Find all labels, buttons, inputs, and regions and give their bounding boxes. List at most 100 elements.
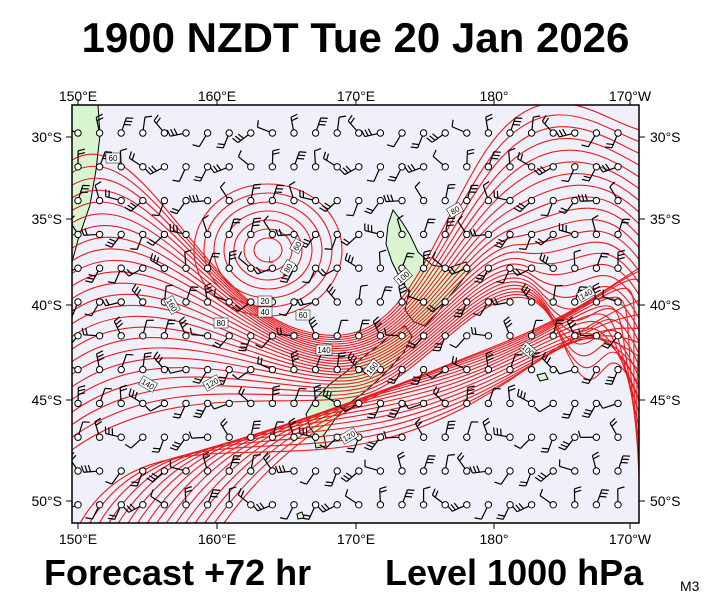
wind-barb <box>419 218 436 239</box>
wind-barb <box>591 451 601 475</box>
wind-barb <box>426 129 449 143</box>
wind-barb <box>203 252 221 272</box>
pressure-isoline <box>72 184 639 352</box>
wind-barb <box>72 501 82 509</box>
wind-barb <box>160 319 176 340</box>
wind-barb <box>602 289 622 306</box>
wind-barb <box>344 252 363 272</box>
wind-barb <box>506 147 516 171</box>
wind-barb <box>146 230 169 246</box>
wind-barb <box>604 365 622 385</box>
wind-barb <box>311 117 328 137</box>
wind-barb <box>431 488 449 509</box>
wind-barb <box>496 264 514 284</box>
wind-barb <box>447 501 471 512</box>
wind-barb <box>527 319 543 340</box>
low-ring-isoline <box>253 237 283 263</box>
wind-barb <box>581 129 601 148</box>
wind-barb <box>540 433 557 453</box>
wind-barb <box>364 196 385 215</box>
wind-barb <box>128 388 147 408</box>
wind-barb <box>104 426 125 441</box>
pressure-isoline <box>72 114 639 339</box>
wind-barb <box>188 431 212 441</box>
wind-barb <box>290 113 299 137</box>
wind-barb <box>463 184 479 205</box>
wind-barb <box>130 467 147 487</box>
wind-barb <box>494 230 514 249</box>
wind-barb <box>506 117 523 137</box>
wind-barb <box>592 252 609 272</box>
wind-barb <box>170 196 190 215</box>
wind-barb <box>387 399 406 419</box>
wind-barb <box>469 228 493 239</box>
wind-barb <box>247 183 261 205</box>
wind-barb <box>209 163 233 174</box>
wind-barb <box>225 250 237 272</box>
wind-barb <box>117 117 134 137</box>
wind-barb <box>238 251 255 272</box>
contour-label: 80 <box>446 201 464 219</box>
model-code: M3 <box>680 578 700 594</box>
wind-barb <box>225 486 237 509</box>
wind-barb <box>225 218 241 239</box>
wind-barb <box>463 421 479 441</box>
wind-barb <box>247 454 261 475</box>
wind-barb <box>150 253 169 272</box>
pressure-isoline <box>165 313 639 523</box>
wind-barb <box>404 399 428 410</box>
wind-barb <box>268 385 281 408</box>
lon-label-top: 150°E <box>59 88 97 104</box>
wind-barb <box>581 399 601 419</box>
wind-barb <box>578 328 601 340</box>
wind-barb <box>84 298 104 317</box>
wind-barb <box>457 215 471 239</box>
wind-barb <box>482 181 493 205</box>
wind-barb <box>219 181 233 205</box>
wind-barb <box>299 230 320 248</box>
wind-barb <box>558 196 579 214</box>
wind-barb <box>172 399 190 419</box>
wind-barb <box>290 350 300 374</box>
wind-barb <box>257 356 277 374</box>
wind-barb <box>601 332 622 349</box>
wind-barb <box>113 316 125 340</box>
wind-barb <box>203 282 213 306</box>
australia-land <box>72 105 101 263</box>
top-longitude-labels: 150°E 160°E 170°E 180° 170°W <box>59 88 652 104</box>
wind-barb <box>540 196 557 217</box>
wind-barb <box>182 249 192 272</box>
pressure-isoline <box>72 252 639 367</box>
wind-barb <box>232 365 255 380</box>
wind-barb <box>355 319 370 340</box>
wind-barb <box>101 298 125 307</box>
wind-barb <box>387 163 406 182</box>
wind-barb <box>372 316 385 340</box>
wind-barb <box>299 189 320 205</box>
wind-barb <box>367 399 385 419</box>
wind-barb <box>432 149 449 171</box>
pressure-isoline <box>72 126 639 341</box>
wind-barb <box>449 332 471 349</box>
wind-barb <box>189 327 212 340</box>
wind-barb <box>414 181 428 205</box>
pressure-isoline <box>223 267 639 523</box>
wind-barb <box>193 163 212 182</box>
wind-barb <box>151 433 169 453</box>
wind-barb <box>340 467 363 483</box>
wind-barb <box>355 284 368 306</box>
wind-barb <box>237 488 255 509</box>
wind-barb <box>592 489 609 509</box>
wind-barb <box>534 467 557 482</box>
wind-barb <box>558 223 579 239</box>
wind-barb <box>299 467 320 485</box>
wind-barb <box>561 399 579 419</box>
wind-barb <box>81 327 104 340</box>
wind-barb <box>209 399 233 410</box>
svg-text:40: 40 <box>261 308 270 317</box>
wind-barb <box>139 115 152 137</box>
low-ring-isoline <box>233 219 303 281</box>
lat-label-right: 50°S <box>650 493 681 509</box>
wind-barb <box>296 298 320 306</box>
wind-barb <box>408 289 428 306</box>
